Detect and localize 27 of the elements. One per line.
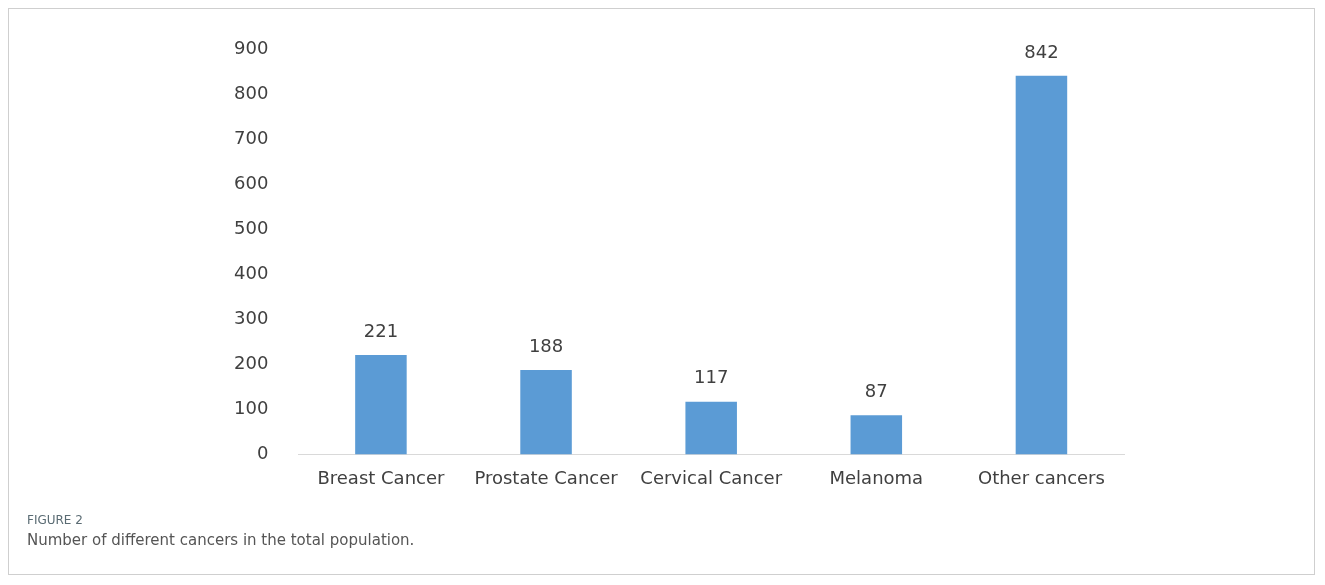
y-tick-label: 800 <box>234 82 269 104</box>
bar <box>850 415 903 455</box>
caption: FIGURE 2 <box>27 513 84 527</box>
y-tick-label: 900 <box>234 37 269 59</box>
y-tick-label: 400 <box>234 262 269 284</box>
x-tick-label: Melanoma <box>829 466 924 488</box>
y-tick-label: 300 <box>234 307 269 329</box>
data-label: 842 <box>1024 40 1059 62</box>
y-tick-label: 500 <box>234 217 269 239</box>
bar <box>520 369 572 455</box>
x-tick-label: Prostate Cancer <box>474 466 619 488</box>
x-tick-label: Breast Cancer <box>317 466 446 488</box>
data-label: 87 <box>864 379 888 401</box>
y-tick-label: 100 <box>234 397 269 419</box>
y-tick-label: 200 <box>234 352 269 374</box>
text: Number of different cancers in the total population. <box>27 531 415 549</box>
x-tick-label: Cervical Cancer <box>640 466 783 488</box>
bar <box>685 401 737 455</box>
data-label: 221 <box>363 319 399 341</box>
data-label: 117 <box>694 366 729 388</box>
x-tick-label: Other cancers <box>977 466 1105 488</box>
bar <box>1015 75 1068 455</box>
y-tick-label: 0 <box>256 442 269 464</box>
bar <box>355 355 407 455</box>
y-tick-label: 700 <box>234 127 269 149</box>
data-label: 188 <box>528 334 564 356</box>
y-tick-label: 600 <box>234 172 269 194</box>
